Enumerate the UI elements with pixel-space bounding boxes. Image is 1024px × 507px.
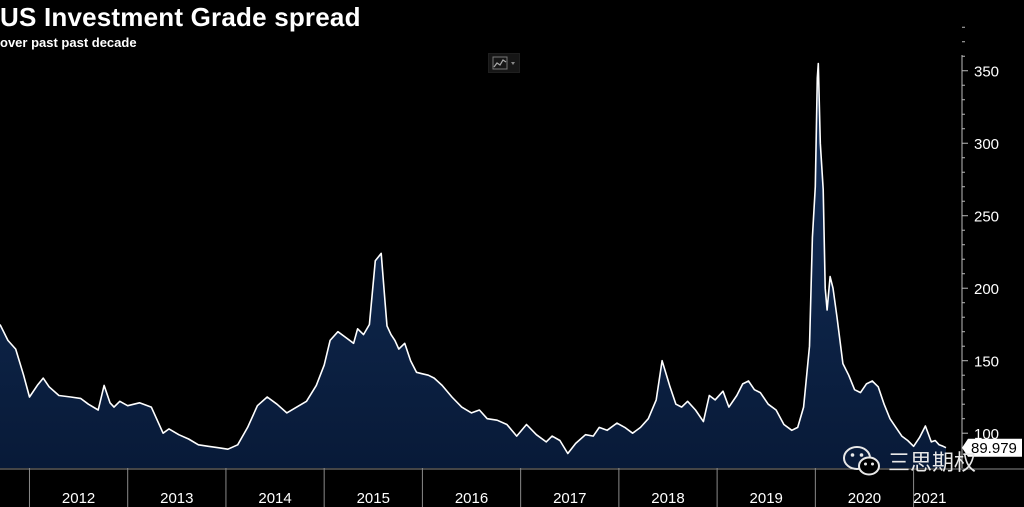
watermark: 三思期权 <box>842 443 976 479</box>
x-tick-label: 2021 <box>913 490 946 507</box>
chart-subtitle: over past past decade <box>0 35 137 50</box>
y-tick-label: 250 <box>974 209 999 226</box>
x-tick-label: 2017 <box>553 490 586 507</box>
x-axis: 2012 2013 2014 2015 2016 2017 2018 2019 2020 2021 <box>0 468 1024 507</box>
last-value-label: 89.979 <box>962 438 1022 457</box>
chart-title: US Investment Grade spread <box>0 2 361 32</box>
wechat-icon <box>843 446 880 476</box>
line-chart-icon <box>492 56 508 70</box>
watermark-text: 三思期权 <box>888 451 977 476</box>
y-tick-label: 200 <box>974 281 999 298</box>
x-tick-label: 2014 <box>258 490 291 507</box>
x-tick-label: 2016 <box>455 490 488 507</box>
last-value-text: 89.979 <box>971 440 1017 457</box>
x-tick-label: 2019 <box>750 490 783 507</box>
y-tick-label: 150 <box>974 354 999 371</box>
chevron-down-icon <box>511 62 515 65</box>
x-tick-label: 2012 <box>62 490 95 507</box>
y-tick-label: 350 <box>974 64 999 81</box>
x-tick-label: 2013 <box>160 490 193 507</box>
chart-type-toggle[interactable] <box>488 53 520 73</box>
series-area <box>0 63 946 468</box>
x-tick-label: 2015 <box>357 490 390 507</box>
x-tick-label: 2018 <box>651 490 684 507</box>
y-tick-label: 300 <box>974 136 999 153</box>
series-line <box>0 62 947 455</box>
x-tick-label: 2020 <box>848 490 881 507</box>
